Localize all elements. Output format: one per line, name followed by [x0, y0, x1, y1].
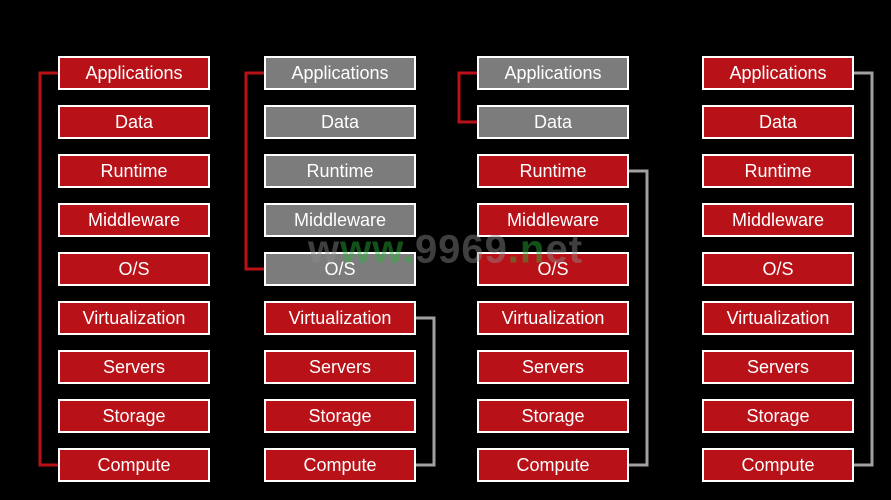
layer-cell: Applications [702, 56, 854, 90]
layer-cell: Runtime [264, 154, 416, 188]
layer-cell: Data [264, 105, 416, 139]
layer-cell: Storage [58, 399, 210, 433]
layer-cell: Applications [58, 56, 210, 90]
layer-cell: Compute [58, 448, 210, 482]
layer-cell: Data [477, 105, 629, 139]
layer-cell: Storage [264, 399, 416, 433]
layer-cell: Servers [264, 350, 416, 384]
layer-cell: Compute [264, 448, 416, 482]
layer-cell: Storage [702, 399, 854, 433]
layer-cell: Runtime [58, 154, 210, 188]
layer-cell: Virtualization [58, 301, 210, 335]
layer-cell: Servers [58, 350, 210, 384]
layer-cell: Middleware [702, 203, 854, 237]
layer-cell: Middleware [58, 203, 210, 237]
bracket [416, 318, 434, 465]
column-on-prem: Applications Data Runtime Middleware O/S Virt… [58, 56, 210, 482]
layer-cell: O/S [702, 252, 854, 286]
layer-cell: Virtualization [702, 301, 854, 335]
layer-cell: O/S [264, 252, 416, 286]
layer-cell: Runtime [477, 154, 629, 188]
layer-cell: Middleware [477, 203, 629, 237]
bracket [629, 171, 647, 465]
layer-cell: O/S [477, 252, 629, 286]
layer-cell: Servers [477, 350, 629, 384]
column-iaas: Applications Data Runtime Middleware O/S Virt… [264, 56, 416, 482]
layer-cell: O/S [58, 252, 210, 286]
column-saas: Applications Data Runtime Middleware O/S Virt… [702, 56, 854, 482]
layer-cell: Data [58, 105, 210, 139]
layer-cell: Servers [702, 350, 854, 384]
layer-cell: Virtualization [264, 301, 416, 335]
bracket [854, 73, 872, 465]
layer-cell: Applications [264, 56, 416, 90]
layer-cell: Runtime [702, 154, 854, 188]
layer-cell: Compute [702, 448, 854, 482]
layer-cell: Compute [477, 448, 629, 482]
bracket [246, 73, 264, 269]
bracket [459, 73, 477, 122]
bracket [40, 73, 58, 465]
layer-cell: Applications [477, 56, 629, 90]
column-paas: Applications Data Runtime Middleware O/S Virt… [477, 56, 629, 482]
layer-cell: Virtualization [477, 301, 629, 335]
layer-cell: Data [702, 105, 854, 139]
layer-cell: Storage [477, 399, 629, 433]
layer-cell: Middleware [264, 203, 416, 237]
